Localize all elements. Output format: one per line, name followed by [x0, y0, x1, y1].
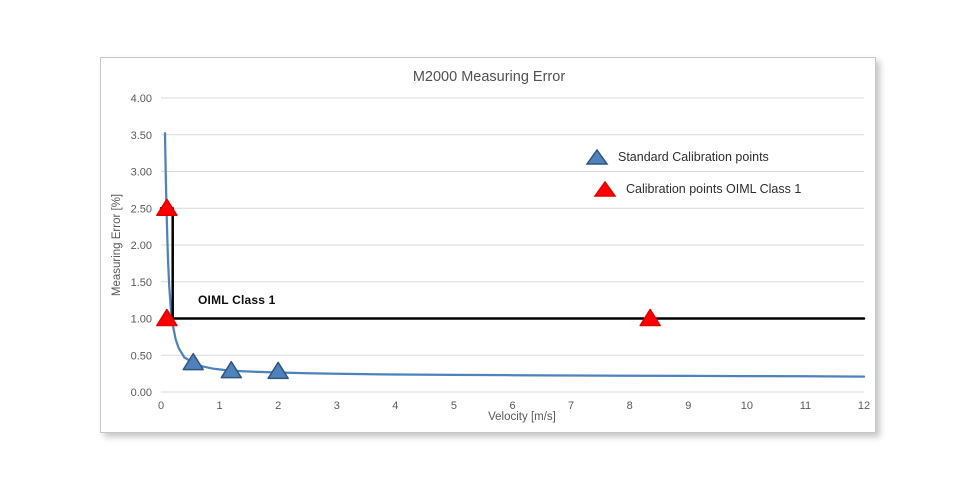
y-tick-label: 2.00	[131, 240, 152, 252]
y-tick-label: 4.00	[131, 93, 152, 105]
y-tick-label: 3.50	[131, 130, 152, 142]
x-tick-label: 0	[158, 400, 164, 412]
x-tick-label: 8	[627, 400, 633, 412]
y-tick-label: 0.50	[131, 350, 152, 362]
red-triangle-icon	[592, 180, 618, 198]
legend-label-oiml-calibration: Calibration points OIML Class 1	[626, 182, 802, 196]
y-tick-label: 2.50	[131, 203, 152, 215]
x-tick-label: 11	[800, 400, 811, 412]
x-tick-label: 7	[568, 400, 574, 412]
x-tick-label: 4	[392, 400, 398, 412]
x-tick-label: 9	[685, 400, 691, 412]
x-tick-label: 3	[334, 400, 340, 412]
x-tick-label: 1	[217, 400, 223, 412]
x-tick-label: 12	[858, 400, 870, 412]
legend: Standard Calibration points Calibration …	[584, 147, 801, 199]
y-tick-label: 0.00	[131, 387, 152, 399]
y-tick-label: 1.50	[131, 277, 152, 289]
legend-label-standard-calibration: Standard Calibration points	[618, 150, 769, 164]
legend-item-oiml-calibration: Calibration points OIML Class 1	[592, 179, 801, 199]
x-tick-label: 5	[451, 400, 457, 412]
x-tick-label: 6	[509, 400, 515, 412]
standard-calibration-points-marker	[267, 361, 289, 380]
y-tick-label: 1.00	[131, 314, 152, 326]
calibration-points-oiml-class-1-marker	[639, 308, 661, 327]
blue-triangle-icon	[584, 148, 610, 166]
y-tick-label: 3.00	[131, 167, 152, 179]
x-tick-label: 2	[275, 400, 281, 412]
chart-card: 0.00 0.50 1.00 1.50 2.00 2.50 3.00 3.50 4.00 0 1 2 3…	[100, 57, 876, 433]
oiml-class-1-annotation: OIML Class 1	[198, 293, 276, 307]
standard-calibration-points-marker	[182, 352, 204, 371]
x-axis-title: Velocity [m/s]	[488, 411, 556, 423]
m2000-error-curve	[163, 132, 866, 378]
x-tick-label: 10	[741, 400, 753, 412]
y-axis-title: Measuring Error [%]	[111, 193, 123, 297]
standard-calibration-points-marker	[220, 360, 243, 379]
plot-area: 0.000.501.001.502.002.503.003.504.000 1 2 3…	[131, 93, 871, 412]
calibration-points-oiml-class-1-marker	[156, 308, 178, 327]
legend-item-standard-calibration: Standard Calibration points	[584, 147, 801, 167]
chart-title: M2000 Measuring Error	[412, 69, 566, 85]
calibration-points-oiml-class-1-marker	[156, 198, 178, 216]
